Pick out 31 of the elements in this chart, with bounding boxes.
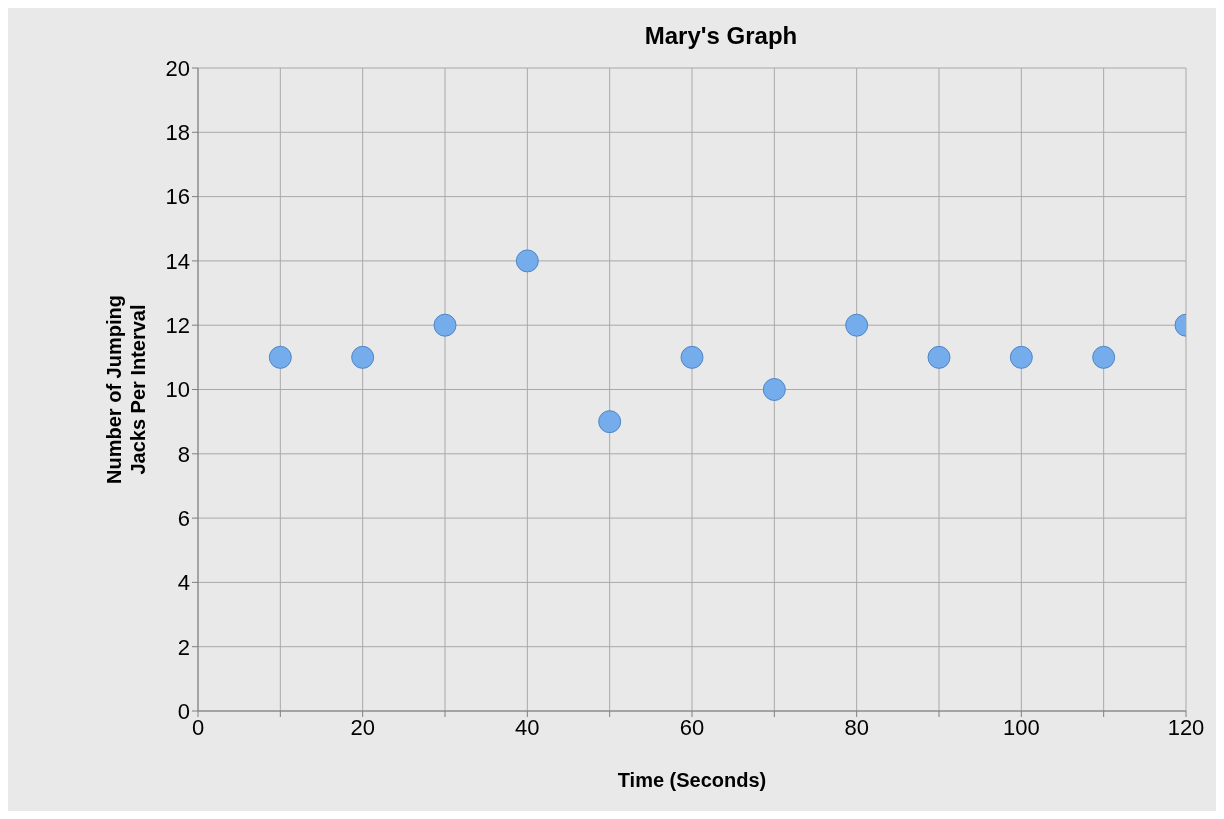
x-tick-label: 60 <box>679 714 705 740</box>
point <box>680 345 704 369</box>
point <box>927 345 951 369</box>
y-tick-label: 2 <box>177 634 190 660</box>
point <box>268 345 292 369</box>
y-tick-label: 18 <box>165 120 190 146</box>
chart-title: Mary's Graph <box>643 22 799 50</box>
y-axis-title: Number of Jumping Jacks Per Interval <box>103 295 149 484</box>
y-tick-label: 12 <box>165 313 190 339</box>
point <box>515 249 539 273</box>
y-tick-label: 6 <box>177 505 190 531</box>
x-tick-label: 120 <box>1167 714 1205 740</box>
y-tick-label: 20 <box>165 55 190 81</box>
x-tick-label: 40 <box>515 714 540 740</box>
x-tick-label: 100 <box>1002 714 1040 740</box>
point <box>598 410 622 434</box>
x-tick-label: 80 <box>844 714 869 740</box>
y-tick-label: 16 <box>165 184 190 210</box>
point <box>433 313 457 337</box>
point <box>845 313 869 337</box>
point <box>1092 345 1116 369</box>
point <box>351 345 375 369</box>
y-tick-label: 10 <box>165 377 190 403</box>
y-tick-label: 0 <box>177 698 190 724</box>
y-tick-label: 4 <box>177 570 190 596</box>
x-axis-title: Time (Seconds) <box>617 769 767 791</box>
y-tick-label: 8 <box>177 441 190 467</box>
y-tick-label: 14 <box>165 248 190 274</box>
x-tick-label: 20 <box>350 714 375 740</box>
point <box>762 378 786 401</box>
point <box>1009 345 1033 369</box>
